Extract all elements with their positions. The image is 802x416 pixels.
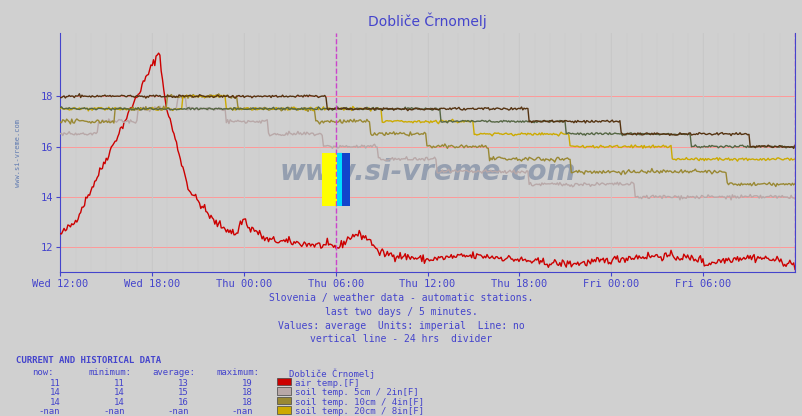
Text: CURRENT AND HISTORICAL DATA: CURRENT AND HISTORICAL DATA — [16, 356, 161, 365]
Text: Slovenia / weather data - automatic stations.: Slovenia / weather data - automatic stat… — [269, 293, 533, 303]
Text: -nan: -nan — [103, 407, 124, 416]
Title: Dobliče Črnomelj: Dobliče Črnomelj — [368, 13, 486, 30]
Text: www.si-vreme.com: www.si-vreme.com — [279, 158, 575, 186]
Text: air temp.[F]: air temp.[F] — [294, 379, 358, 388]
Bar — [337, 153, 342, 206]
Text: 14: 14 — [50, 398, 60, 407]
Text: -nan: -nan — [167, 407, 188, 416]
Text: soil temp. 10cm / 4in[F]: soil temp. 10cm / 4in[F] — [294, 398, 423, 407]
Text: 11: 11 — [50, 379, 60, 388]
Text: 15: 15 — [178, 388, 188, 397]
Text: Values: average  Units: imperial  Line: no: Values: average Units: imperial Line: no — [277, 321, 525, 331]
Text: 19: 19 — [242, 379, 253, 388]
Text: 18: 18 — [242, 398, 253, 407]
Text: 14: 14 — [50, 388, 60, 397]
Text: -nan: -nan — [38, 407, 60, 416]
Text: 11: 11 — [114, 379, 124, 388]
Text: 16: 16 — [178, 398, 188, 407]
Text: 14: 14 — [114, 388, 124, 397]
Text: last two days / 5 minutes.: last two days / 5 minutes. — [325, 307, 477, 317]
Text: www.si-vreme.com: www.si-vreme.com — [14, 119, 21, 187]
Text: maximum:: maximum: — [217, 368, 260, 377]
Text: Dobliče Črnomelj: Dobliče Črnomelj — [289, 368, 375, 379]
Polygon shape — [337, 153, 342, 206]
Text: now:: now: — [32, 368, 54, 377]
Text: 13: 13 — [178, 379, 188, 388]
Bar — [322, 153, 337, 206]
Text: 18: 18 — [242, 388, 253, 397]
Text: 14: 14 — [114, 398, 124, 407]
Bar — [337, 153, 350, 206]
Text: average:: average: — [152, 368, 196, 377]
Text: soil temp. 20cm / 8in[F]: soil temp. 20cm / 8in[F] — [294, 407, 423, 416]
Text: -nan: -nan — [231, 407, 253, 416]
Text: vertical line - 24 hrs  divider: vertical line - 24 hrs divider — [310, 334, 492, 344]
Text: soil temp. 5cm / 2in[F]: soil temp. 5cm / 2in[F] — [294, 388, 418, 397]
Text: minimum:: minimum: — [88, 368, 132, 377]
